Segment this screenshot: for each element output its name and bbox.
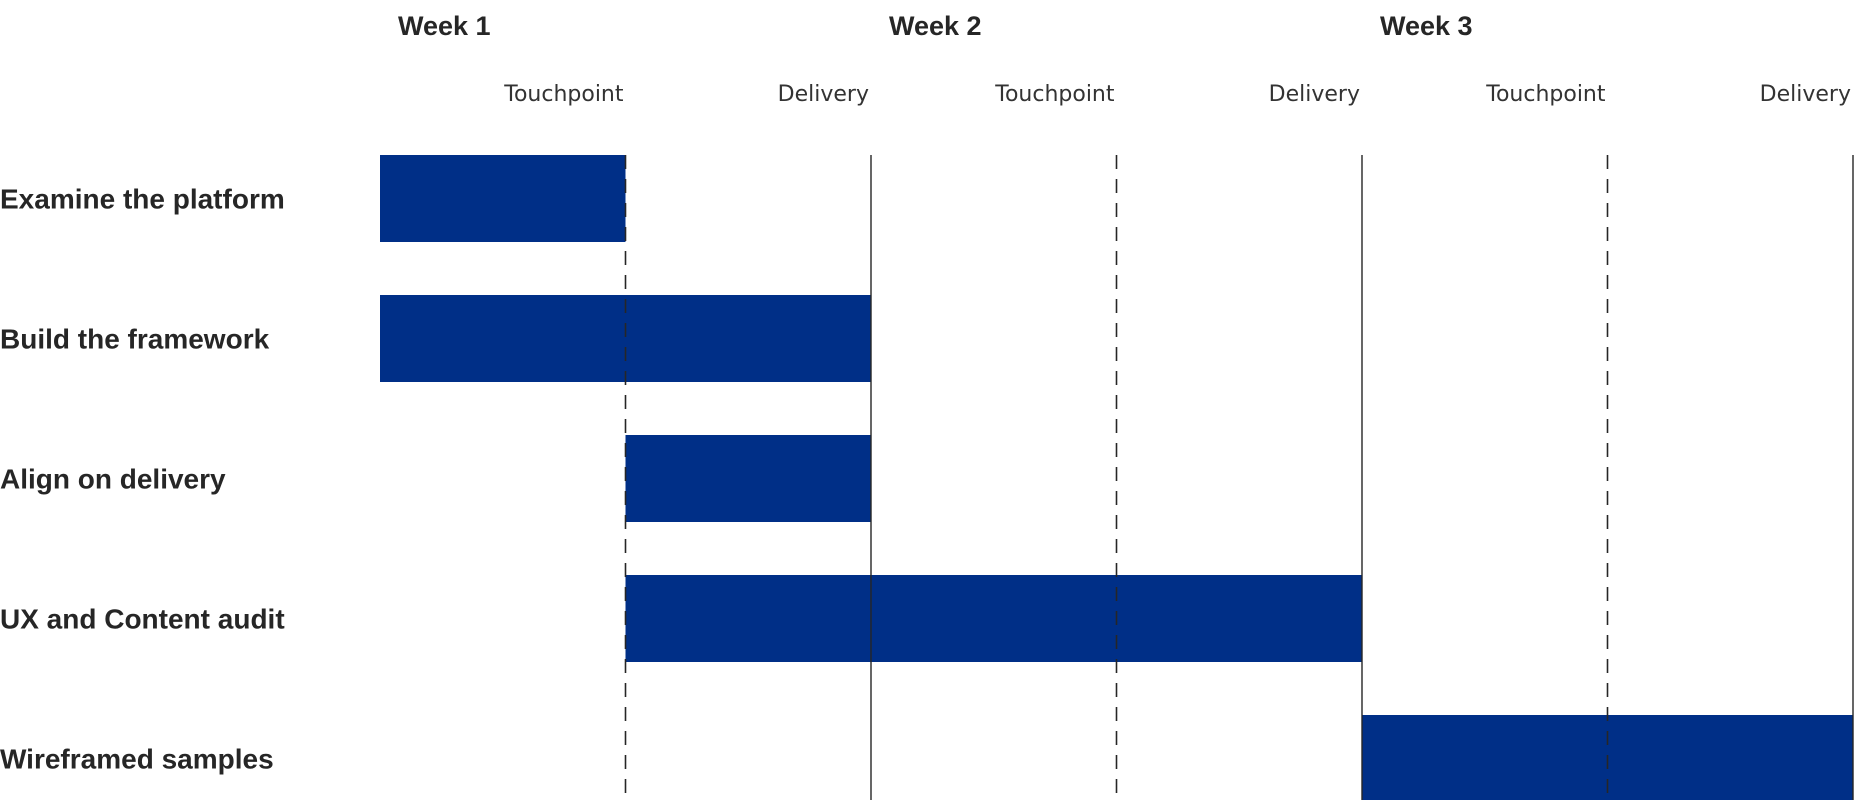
task-bar [625,575,1362,662]
milestone-gridlines [624,155,1854,800]
task-label: UX and Content audit [0,604,285,635]
task-labels: Examine the platform Build the framework A… [0,184,285,775]
task-label: Wireframed samples [0,744,274,775]
milestone-label: Touchpoint [503,82,624,107]
task-bar [625,435,871,522]
milestone-label: Delivery [1760,82,1851,107]
milestone-label: Delivery [778,82,869,107]
milestone-label: Delivery [1269,82,1360,107]
task-bar [380,155,626,242]
milestone-labels: Touchpoint Delivery Touchpoint Delivery Touc… [503,82,1851,107]
week-label: Week 3 [1380,11,1473,41]
milestone-label: Touchpoint [994,82,1115,107]
task-label: Build the framework [0,324,270,355]
task-label: Align on delivery [0,464,226,495]
week-label: Week 1 [398,11,491,41]
milestone-label: Touchpoint [1485,82,1606,107]
week-label: Week 2 [889,11,982,41]
task-label: Examine the platform [0,184,285,215]
week-labels: Week 1 Week 2 Week 3 [398,11,1473,41]
